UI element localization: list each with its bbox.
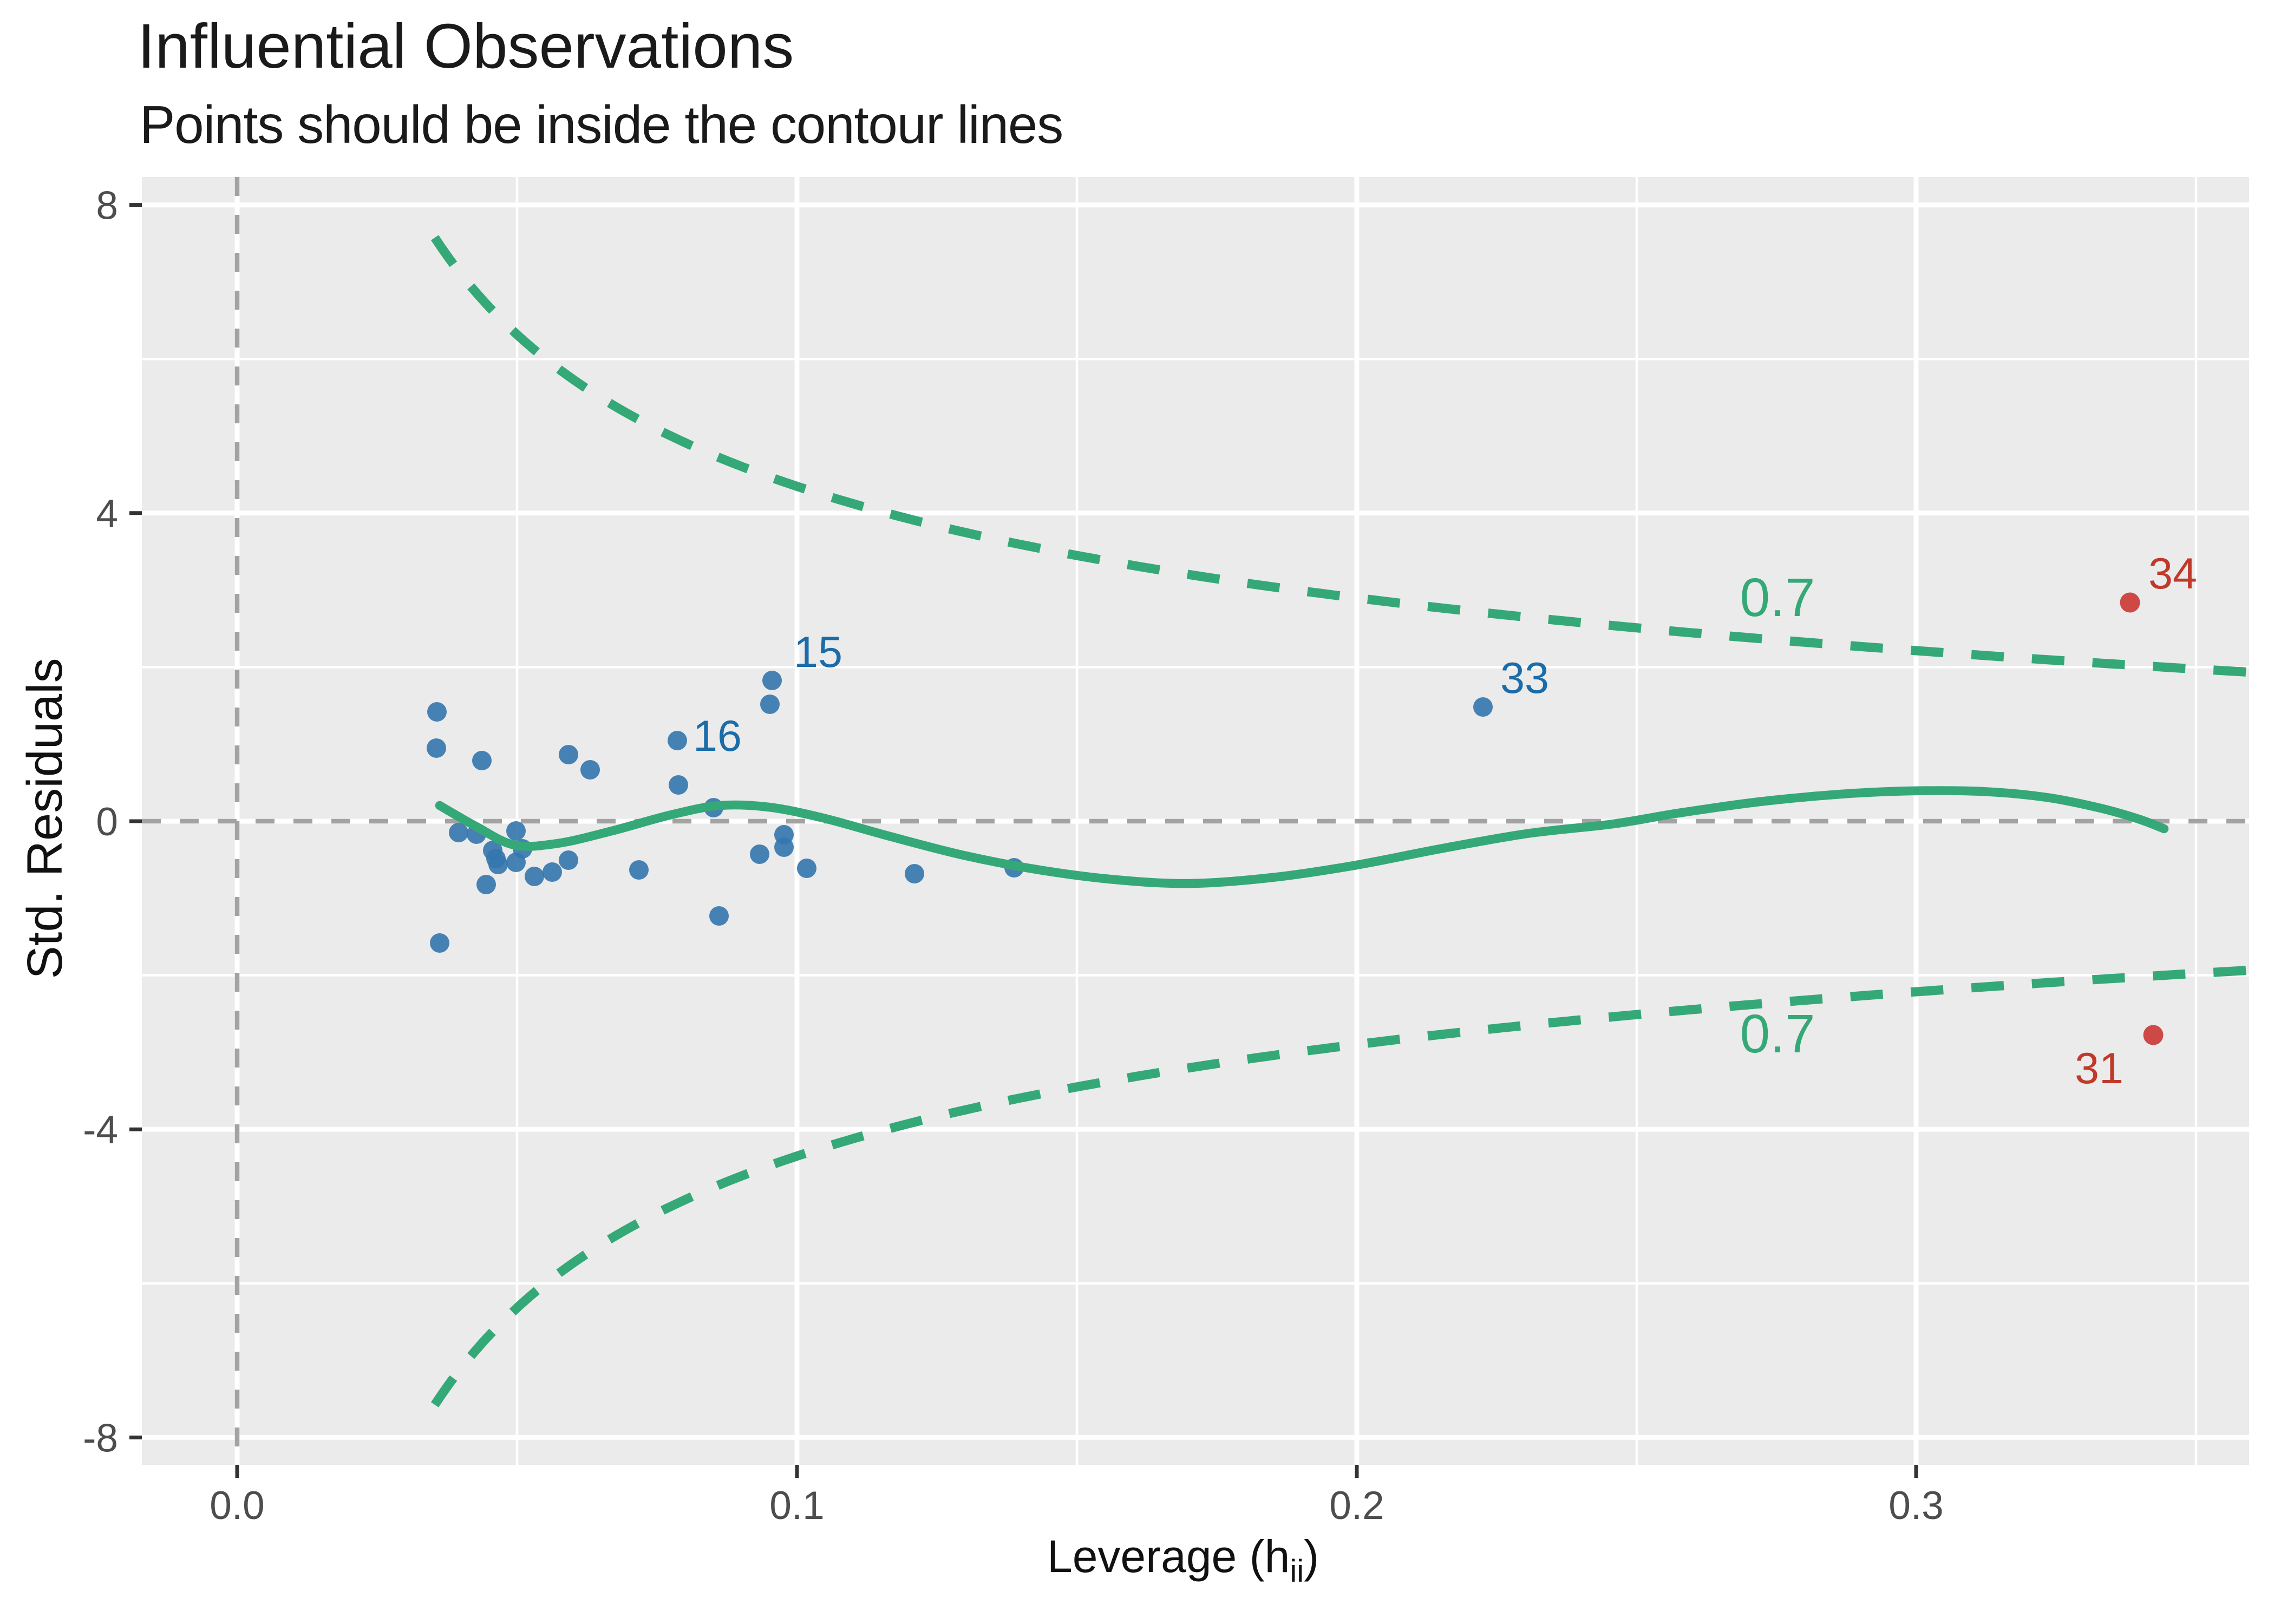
svg-text:34: 34 [2148, 549, 2197, 598]
svg-text:31: 31 [2075, 1044, 2123, 1093]
svg-text:0.0: 0.0 [210, 1484, 264, 1528]
svg-text:Points should be inside the co: Points should be inside the contour line… [140, 95, 1063, 154]
svg-text:8: 8 [96, 184, 118, 228]
svg-text:0.7: 0.7 [1740, 1004, 1815, 1064]
svg-text:0.2: 0.2 [1329, 1484, 1384, 1528]
svg-text:4: 4 [96, 492, 118, 536]
svg-text:Leverage (hii): Leverage (hii) [1047, 1531, 1319, 1589]
svg-text:0.3: 0.3 [1889, 1484, 1943, 1528]
svg-text:Influential Observations: Influential Observations [138, 11, 794, 81]
svg-text:Std. Residuals: Std. Residuals [17, 658, 73, 979]
svg-text:33: 33 [1500, 654, 1549, 703]
svg-text:15: 15 [794, 628, 842, 677]
svg-text:0: 0 [96, 800, 118, 844]
svg-text:16: 16 [693, 712, 742, 761]
svg-text:-8: -8 [83, 1416, 118, 1460]
svg-text:-4: -4 [83, 1108, 118, 1152]
svg-text:0.7: 0.7 [1740, 567, 1815, 628]
svg-text:0.1: 0.1 [769, 1484, 824, 1528]
